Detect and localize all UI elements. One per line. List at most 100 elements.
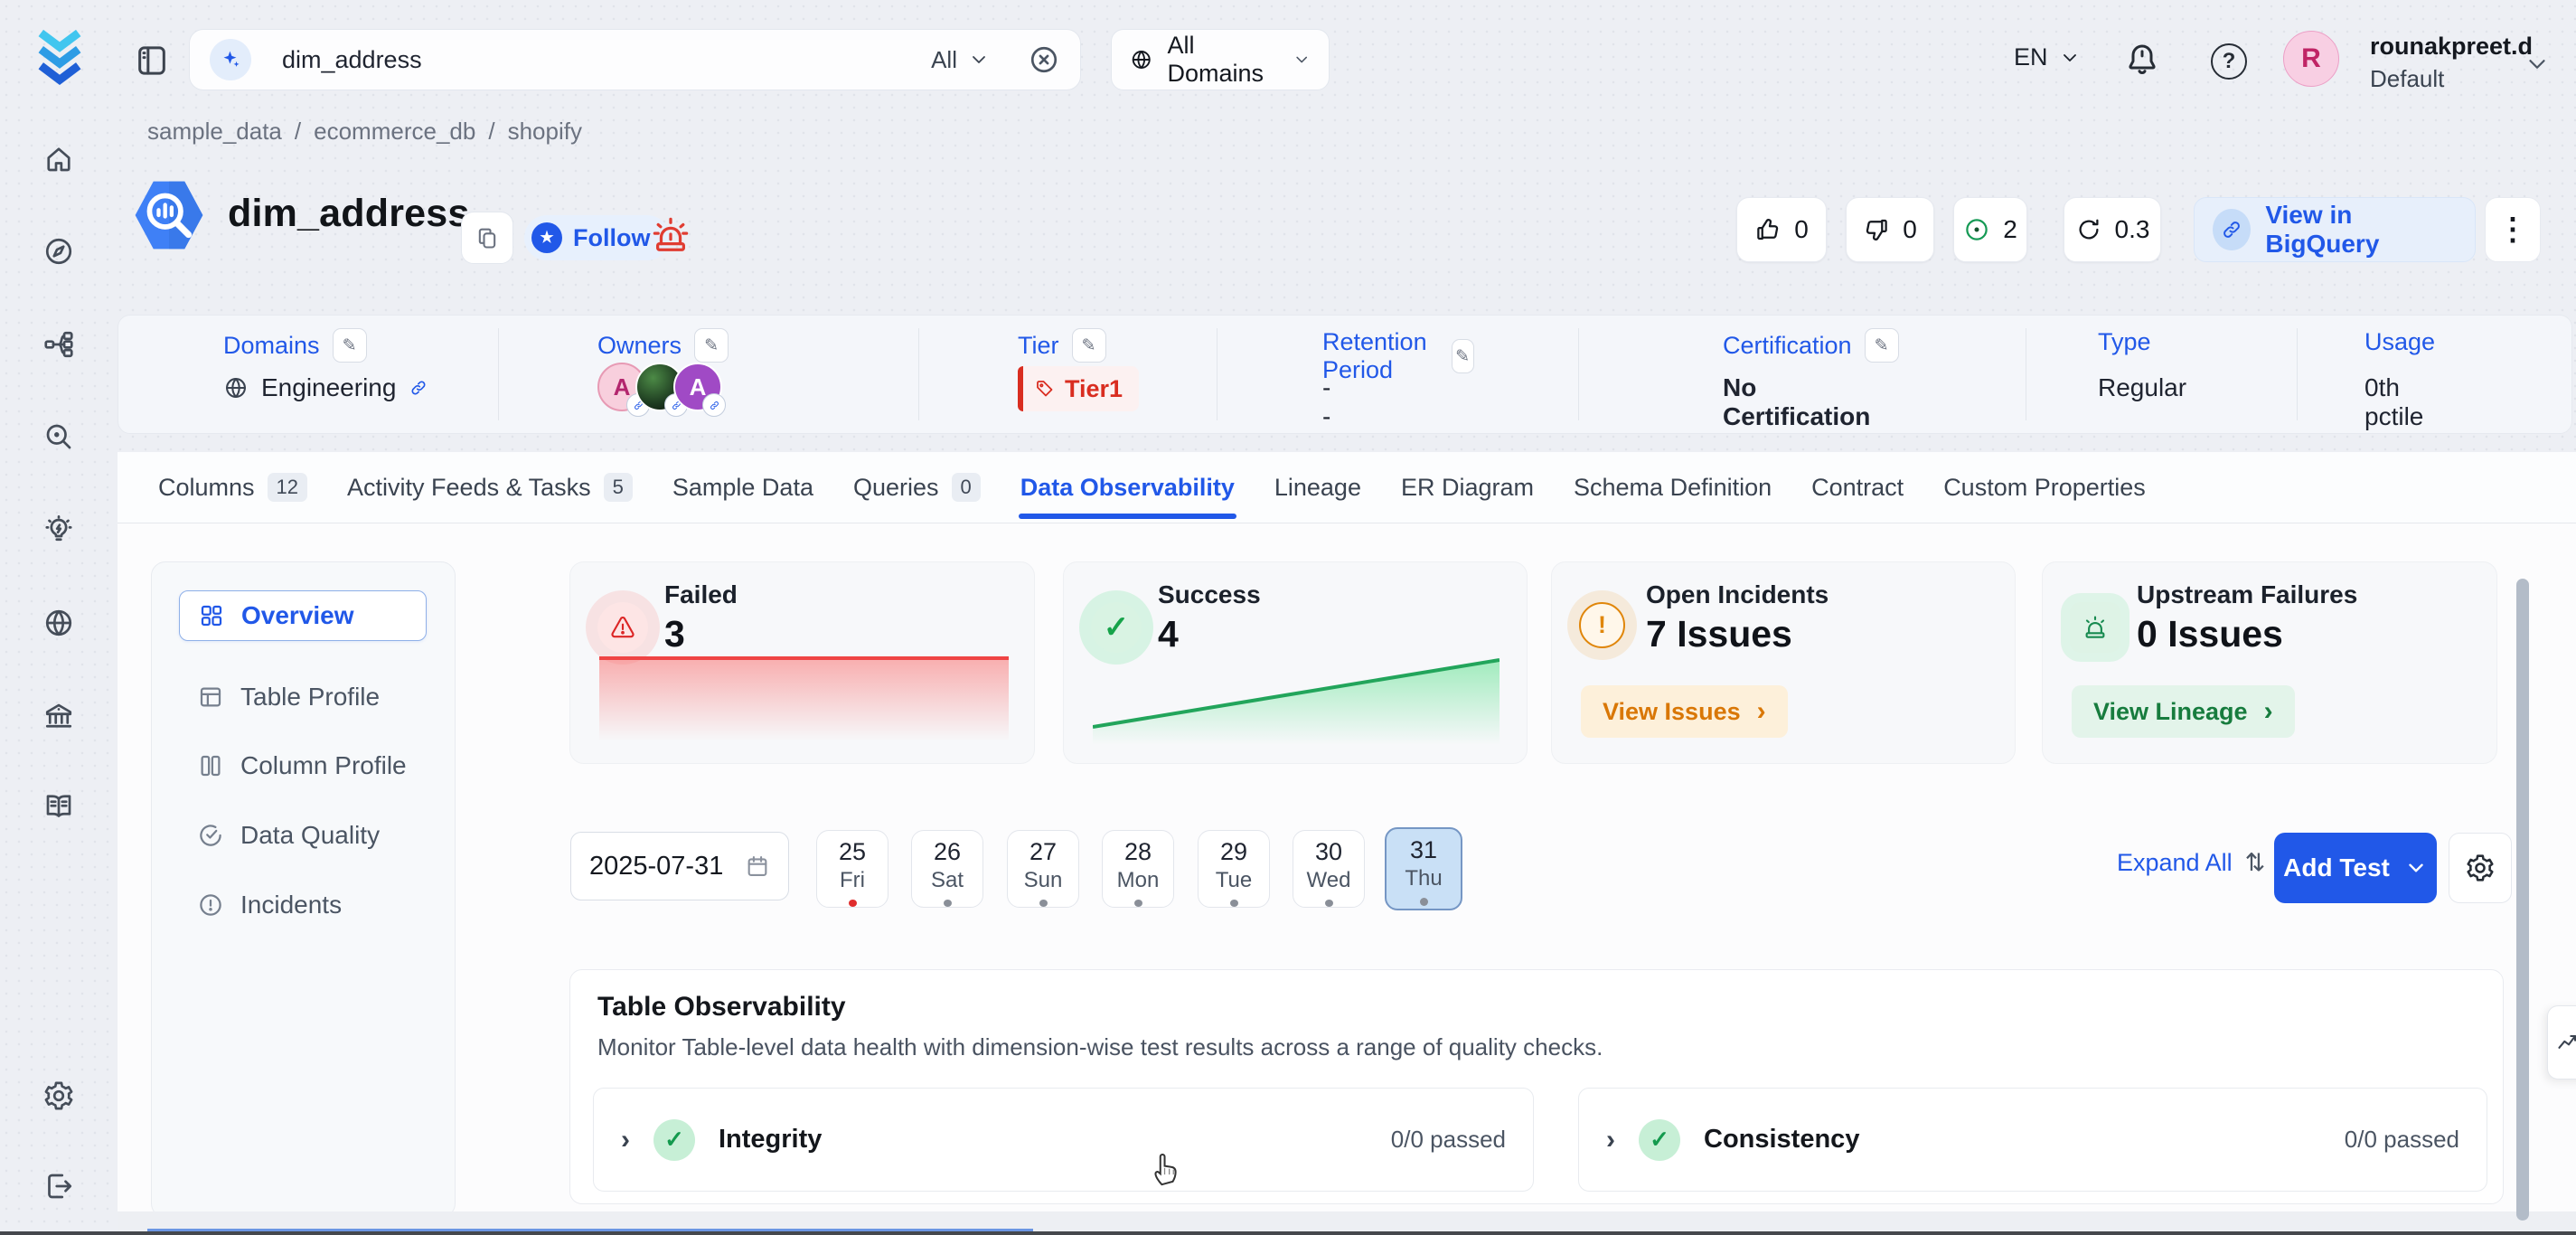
clear-search-icon[interactable]: [1028, 43, 1060, 76]
certification-label[interactable]: Certification: [1723, 331, 1852, 359]
tab-lineage[interactable]: Lineage: [1274, 473, 1361, 501]
sidebar-item-data-quality[interactable]: Data Quality: [179, 810, 427, 861]
table-observability-section: Table Observability Monitor Table-level …: [569, 969, 2504, 1204]
sidebar-item-table-profile[interactable]: Table Profile: [179, 672, 427, 722]
language-dropdown[interactable]: EN: [2014, 43, 2081, 71]
explore-compass-icon[interactable]: [42, 235, 75, 268]
tab-contract[interactable]: Contract: [1811, 473, 1904, 501]
all-domains-dropdown[interactable]: All Domains: [1111, 29, 1330, 90]
user-workspace: Default: [2370, 65, 2445, 92]
day-chip-31-selected[interactable]: 31 Thu: [1385, 827, 1462, 910]
type-label: Type: [2098, 328, 2151, 355]
ai-sparkle-icon: [210, 39, 251, 80]
discover-search-icon[interactable]: [42, 420, 75, 453]
watchers-button[interactable]: 2: [1953, 197, 2027, 262]
day-chip-27[interactable]: 27 Sun: [1007, 830, 1079, 908]
add-test-button[interactable]: Add Test: [2274, 833, 2437, 903]
vertical-scrollbar[interactable]: [2516, 579, 2529, 1221]
tab-queries[interactable]: Queries 0: [853, 452, 981, 523]
open-incidents-count: 7 Issues: [1646, 613, 1792, 655]
atlan-logo[interactable]: [31, 27, 89, 90]
expander-chevron-icon[interactable]: ›: [1606, 1124, 1615, 1155]
domain-value[interactable]: Engineering: [261, 373, 397, 401]
sidebar-item-overview[interactable]: Overview: [179, 590, 427, 641]
settings-gear-icon[interactable]: [42, 1079, 75, 1112]
day-chip-29[interactable]: 29 Tue: [1198, 830, 1270, 908]
more-actions-button[interactable]: ⋮: [2485, 197, 2541, 262]
date-picker-input[interactable]: 2025-07-31: [570, 832, 789, 900]
trend-zigzag-icon: [2558, 1034, 2576, 1049]
status-dot: [1133, 900, 1142, 907]
chevron-right-icon: ›: [1756, 696, 1766, 726]
sidebar-toggle-icon[interactable]: [132, 40, 172, 81]
sidebar-item-column-profile[interactable]: Column Profile: [179, 740, 427, 791]
tag-icon: [1037, 381, 1053, 397]
notifications-bell-icon[interactable]: [2124, 42, 2160, 78]
tier-badge[interactable]: Tier1: [1018, 366, 1140, 411]
logout-icon[interactable]: [42, 1170, 75, 1202]
expander-chevron-icon[interactable]: ›: [621, 1124, 630, 1155]
tab-custom-properties[interactable]: Custom Properties: [1943, 473, 2146, 501]
calendar-icon: [747, 856, 767, 876]
user-menu-chevron-icon[interactable]: [2524, 51, 2551, 78]
tab-schema-definition[interactable]: Schema Definition: [1574, 473, 1772, 501]
breadcrumb-item[interactable]: shopify: [507, 118, 582, 145]
edit-tier-icon[interactable]: ✎: [1071, 328, 1106, 363]
tier-label[interactable]: Tier: [1018, 331, 1059, 359]
edit-retention-icon[interactable]: ✎: [1451, 339, 1474, 373]
reports-book-icon[interactable]: [42, 790, 75, 823]
domains-label[interactable]: Domains: [223, 331, 320, 359]
passed-count: 0/0 passed: [2344, 1126, 2459, 1153]
search-scope-dropdown[interactable]: All: [931, 46, 990, 74]
global-search[interactable]: dim_address All: [189, 29, 1081, 90]
breadcrumb: sample_data / ecommerce_db / shopify: [147, 118, 582, 145]
edit-owners-icon[interactable]: ✎: [694, 328, 729, 363]
copy-link-button[interactable]: [461, 212, 513, 264]
warning-triangle-icon: [597, 602, 648, 653]
chevron-right-icon: ›: [2263, 696, 2273, 726]
search-input[interactable]: dim_address: [282, 45, 422, 73]
tab-sample-data[interactable]: Sample Data: [672, 473, 813, 501]
day-chip-26[interactable]: 26 Sat: [911, 830, 983, 908]
dislike-button[interactable]: 0: [1846, 197, 1934, 262]
retention-label[interactable]: Retention Period: [1322, 328, 1427, 383]
user-avatar[interactable]: R: [2283, 31, 2339, 87]
home-icon[interactable]: [42, 143, 75, 175]
day-chip-28[interactable]: 28 Mon: [1102, 830, 1174, 908]
help-icon[interactable]: ?: [2211, 43, 2247, 80]
user-name: rounakpreet.d: [2370, 33, 2534, 60]
glossary-globe-icon[interactable]: [42, 607, 75, 639]
view-lineage-button[interactable]: View Lineage ›: [2072, 685, 2295, 738]
observability-settings-button[interactable]: [2449, 833, 2512, 903]
tab-er-diagram[interactable]: ER Diagram: [1400, 473, 1535, 501]
expand-all-button[interactable]: Expand All ⇅: [2117, 849, 2266, 876]
alert-siren-icon[interactable]: [650, 213, 691, 257]
breadcrumb-item[interactable]: ecommerce_db: [314, 118, 476, 145]
popularity-button[interactable]: 0.3: [2064, 197, 2161, 262]
follow-button[interactable]: ★ Follow: [524, 215, 671, 260]
success-label: Success: [1158, 580, 1261, 608]
usage-value: 0th pctile: [2364, 373, 2424, 430]
test-group-consistency[interactable]: › ✓ Consistency 0/0 passed: [1578, 1088, 2487, 1192]
day-chip-30[interactable]: 30 Wed: [1293, 830, 1365, 908]
edit-domains-icon[interactable]: ✎: [332, 328, 367, 363]
view-in-bigquery-button[interactable]: View in BigQuery: [2194, 197, 2476, 262]
owners-label[interactable]: Owners: [597, 331, 682, 359]
governance-bank-icon[interactable]: [42, 700, 75, 732]
view-issues-button[interactable]: View Issues ›: [1581, 685, 1788, 738]
tab-columns[interactable]: Columns 12: [158, 452, 308, 523]
globe-icon: [1132, 51, 1151, 69]
like-button[interactable]: 0: [1736, 197, 1827, 262]
day-chip-25[interactable]: 25 Fri: [816, 830, 888, 908]
upstream-failures-label: Upstream Failures: [2137, 580, 2358, 608]
test-group-integrity[interactable]: › ✓ Integrity 0/0 passed: [593, 1088, 1534, 1192]
sidebar-item-incidents[interactable]: Incidents: [179, 880, 427, 930]
edit-certification-icon[interactable]: ✎: [1864, 328, 1899, 363]
tab-data-observability[interactable]: Data Observability: [1018, 452, 1236, 523]
tab-activity-feeds[interactable]: Activity Feeds & Tasks 5: [347, 452, 633, 523]
insights-bulb-icon[interactable]: [42, 514, 75, 547]
trend-flyout-button[interactable]: [2547, 1005, 2576, 1079]
lineage-icon[interactable]: [42, 328, 75, 361]
breadcrumb-item[interactable]: sample_data: [147, 118, 282, 145]
owner-avatar[interactable]: A: [673, 363, 726, 417]
